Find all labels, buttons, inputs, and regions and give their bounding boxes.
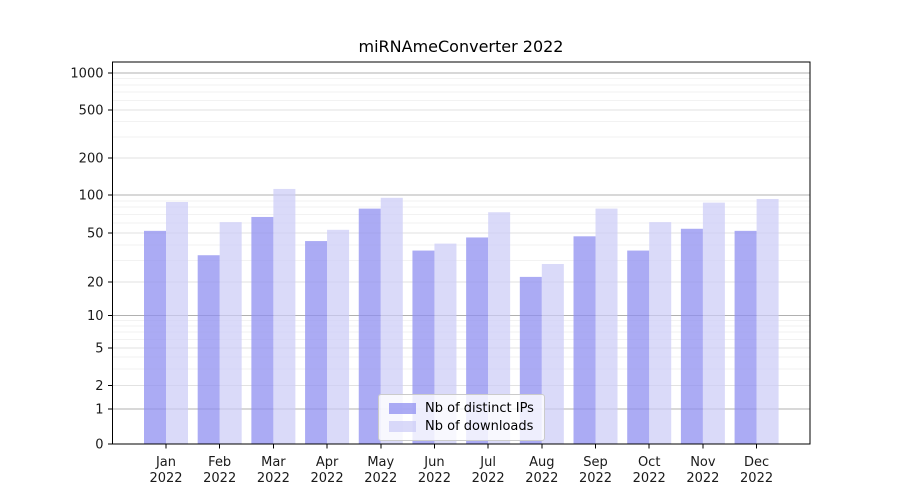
x-tick-label-month-dec: Dec <box>744 455 769 470</box>
y-tick-label-1000: 1000 <box>70 67 103 82</box>
y-tick-label-500: 500 <box>79 104 104 119</box>
y-tick-label-1: 1 <box>95 403 103 418</box>
x-tick-label-year-dec: 2022 <box>740 471 773 486</box>
bar-ips-mar <box>251 216 274 444</box>
x-tick-label-month-may: May <box>367 455 394 470</box>
bar-ips-jan <box>144 230 166 444</box>
bar-downloads-oct <box>649 222 672 444</box>
bar-downloads-jun <box>434 243 457 444</box>
legend: Nb of distinct IPs Nb of downloads <box>378 394 545 441</box>
bar-downloads-apr <box>327 229 350 444</box>
x-tick-label-month-aug: Aug <box>529 455 554 470</box>
bar-ips-oct <box>627 250 650 444</box>
legend-item-distinct-ips: Nb of distinct IPs <box>389 402 534 415</box>
x-tick-label-year-nov: 2022 <box>686 471 719 486</box>
legend-swatch-distinct-ips <box>389 403 416 414</box>
chart-title: miRNAmeConverter 2022 <box>358 37 564 56</box>
y-tick-label-2: 2 <box>95 379 103 394</box>
x-tick-label-month-jun: Jun <box>423 455 444 470</box>
bar-downloads-jul <box>488 212 511 444</box>
bar-downloads-may <box>380 197 403 444</box>
x-tick-label-year-jun: 2022 <box>418 471 451 486</box>
bar-downloads-jan <box>166 202 188 444</box>
x-tick-label-month-nov: Nov <box>690 455 716 470</box>
x-tick-label-year-jul: 2022 <box>472 471 505 486</box>
x-tick-label-year-jan: 2022 <box>149 471 182 486</box>
legend-item-downloads: Nb of downloads <box>389 420 534 433</box>
bar-downloads-dec <box>756 198 779 444</box>
plot-frame <box>112 61 811 445</box>
bar-ips-may <box>358 208 381 444</box>
x-tick-label-month-jan: Jan <box>155 455 176 470</box>
x-tick-label-month-apr: Apr <box>316 455 339 470</box>
legend-label-distinct-ips: Nb of distinct IPs <box>425 401 534 416</box>
x-tick-label-year-aug: 2022 <box>525 471 558 486</box>
x-tick-label-month-oct: Oct <box>638 455 660 470</box>
bar-downloads-feb <box>219 222 242 444</box>
y-tick-label-100: 100 <box>79 189 104 204</box>
y-tick-label-200: 200 <box>79 152 104 167</box>
bar-downloads-nov <box>702 202 725 444</box>
x-tick-label-year-oct: 2022 <box>633 471 666 486</box>
bar-downloads-sep <box>595 208 618 444</box>
x-tick-label-year-feb: 2022 <box>203 471 236 486</box>
bar-ips-feb <box>197 255 220 444</box>
x-tick-label-year-may: 2022 <box>364 471 397 486</box>
x-tick-label-year-mar: 2022 <box>257 471 290 486</box>
bar-ips-dec <box>734 230 757 444</box>
bar-downloads-aug <box>541 264 564 444</box>
x-tick-label-year-sep: 2022 <box>579 471 612 486</box>
legend-label-downloads: Nb of downloads <box>425 419 534 434</box>
y-tick-label-0: 0 <box>95 438 103 453</box>
bar-downloads-mar <box>273 188 296 444</box>
x-tick-label-year-apr: 2022 <box>311 471 344 486</box>
bar-ips-sep <box>573 236 596 444</box>
bar-ips-jul <box>466 237 489 444</box>
y-tick-label-20: 20 <box>87 276 104 291</box>
legend-swatch-downloads <box>389 421 416 432</box>
x-tick-label-month-mar: Mar <box>261 455 286 470</box>
bar-ips-apr <box>305 241 328 444</box>
y-tick-label-10: 10 <box>87 309 104 324</box>
x-tick-label-month-jul: Jul <box>479 455 496 470</box>
x-tick-label-month-sep: Sep <box>583 455 608 470</box>
x-tick-label-month-feb: Feb <box>208 455 231 470</box>
y-tick-label-50: 50 <box>87 227 104 242</box>
bar-ips-nov <box>680 228 703 444</box>
y-tick-label-5: 5 <box>95 342 103 357</box>
